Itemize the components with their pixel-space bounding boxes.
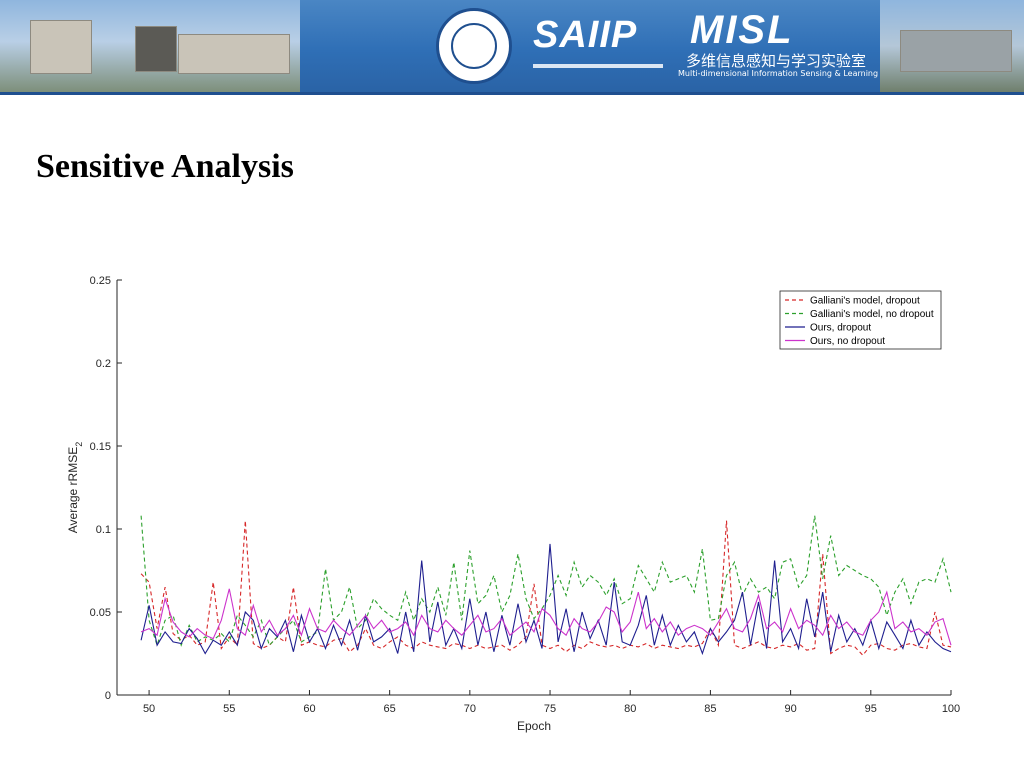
campus-photo-left (0, 0, 300, 92)
y-tick-label: 0.05 (90, 607, 111, 619)
y-tick-label: 0 (105, 690, 111, 702)
campus-photo-right (880, 0, 1024, 92)
legend-entry: Ours, no dropout (810, 336, 885, 347)
header-banner: SAIIP MISL 多维信息感知与学习实验室 Multi-dimensiona… (0, 0, 1024, 92)
x-tick-label: 65 (384, 703, 396, 715)
misl-logo: MISL (690, 8, 794, 52)
x-tick-label: 70 (464, 703, 476, 715)
saiip-subtitle-bar (533, 64, 663, 68)
y-axis-label-main: Average rRMSE (66, 447, 80, 533)
y-tick-label: 0.1 (96, 524, 111, 536)
y-tick-label: 0.25 (90, 275, 111, 287)
x-tick-label: 60 (303, 703, 315, 715)
axes-layer: 50 55 60 65 70 75 80 85 90 95 100 0 0.05 0.1 0.15 0.2 0.… (90, 275, 960, 715)
y-tick-label: 0.2 (96, 358, 111, 370)
series-line-4 (140, 588, 952, 646)
line-chart: 50 55 60 65 70 75 80 85 90 95 100 0 0.05 0.1 0.15 0.2 0.… (66, 275, 960, 733)
legend-entry: Galliani's model, dropout (810, 296, 920, 307)
x-tick-label: 100 (942, 703, 960, 715)
x-tick-label: 90 (784, 703, 796, 715)
legend-entry: Ours, dropout (810, 323, 871, 334)
misl-english-name: Multi-dimensional Information Sensing & … (678, 69, 896, 78)
x-axis-label: Epoch (517, 719, 551, 733)
saiip-logo: SAIIP (533, 14, 638, 56)
x-tick-label: 50 (143, 703, 155, 715)
series-line-3 (140, 543, 952, 656)
y-axis-label: Average rRMSE2 (66, 442, 84, 534)
legend: Galliani's model, dropout Galliani's mode… (779, 290, 942, 350)
legend-entry: Galliani's model, no dropout (810, 309, 934, 320)
legend-box (779, 290, 942, 350)
misl-chinese-name: 多维信息感知与学习实验室 (686, 52, 867, 70)
y-axis-label-subscript: 2 (74, 442, 84, 447)
series-layer (140, 515, 952, 657)
x-tick-label: 75 (544, 703, 556, 715)
x-tick-label: 55 (223, 703, 235, 715)
x-tick-label: 85 (704, 703, 716, 715)
university-seal-icon (436, 8, 512, 84)
y-tick-label: 0.15 (90, 441, 111, 453)
banner-divider (0, 92, 1024, 95)
x-tick-label: 95 (865, 703, 877, 715)
x-tick-label: 80 (624, 703, 636, 715)
page-title: Sensitive Analysis (36, 148, 294, 185)
